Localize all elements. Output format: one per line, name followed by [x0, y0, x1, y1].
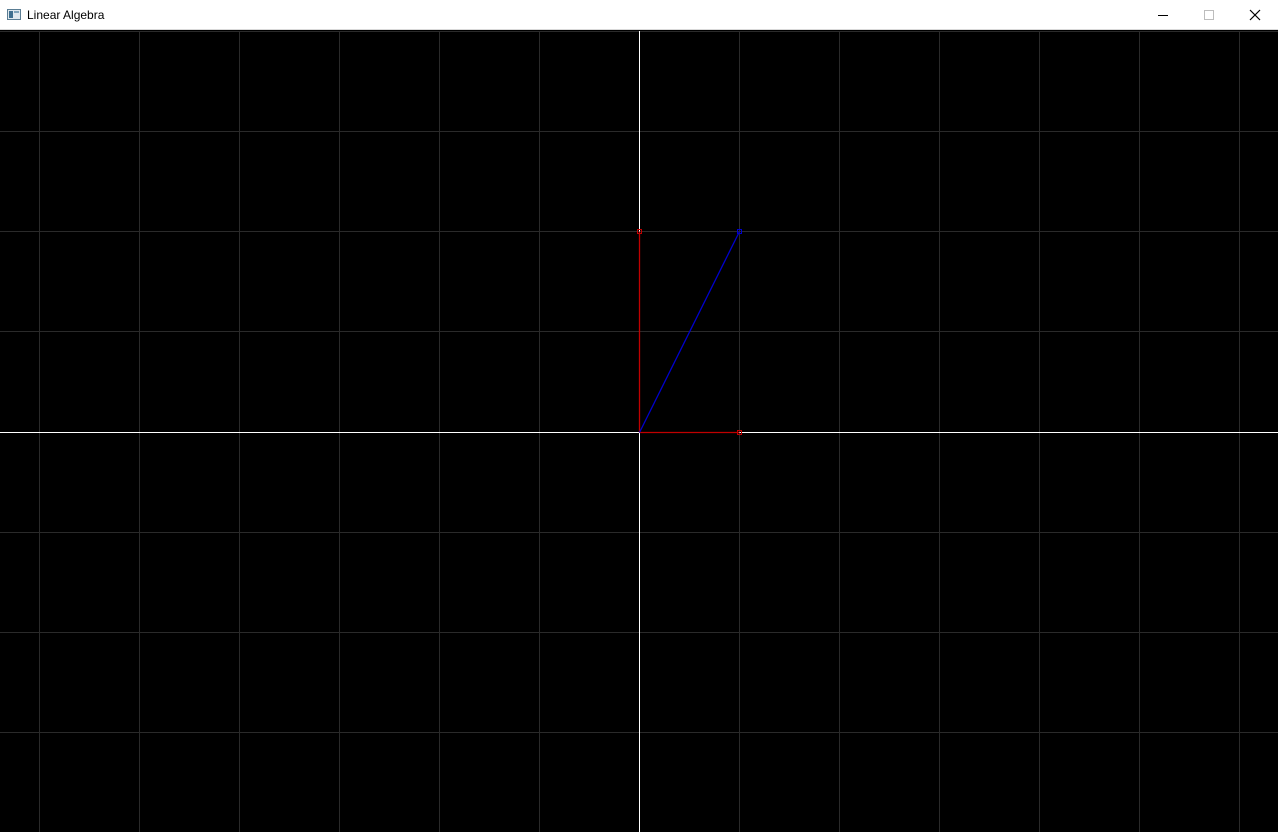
window-title: Linear Algebra [27, 8, 105, 22]
minimize-icon [1158, 15, 1168, 16]
basis-vector-j-hat-endpoint [637, 229, 642, 234]
maximize-button[interactable] [1186, 0, 1232, 30]
title-bar[interactable]: Linear Algebra [0, 0, 1278, 30]
basis-vector-i-hat-endpoint [737, 430, 742, 435]
vectors [637, 229, 742, 435]
coordinate-plane [0, 31, 1278, 832]
close-button[interactable] [1232, 0, 1278, 30]
result-vector-v-endpoint [737, 229, 742, 234]
minimize-button[interactable] [1140, 0, 1186, 30]
app-window-icon [7, 9, 21, 20]
plot-canvas[interactable] [0, 31, 1278, 832]
maximize-icon [1204, 10, 1214, 20]
result-vector-v-line [638, 231, 741, 433]
close-icon [1249, 9, 1261, 21]
